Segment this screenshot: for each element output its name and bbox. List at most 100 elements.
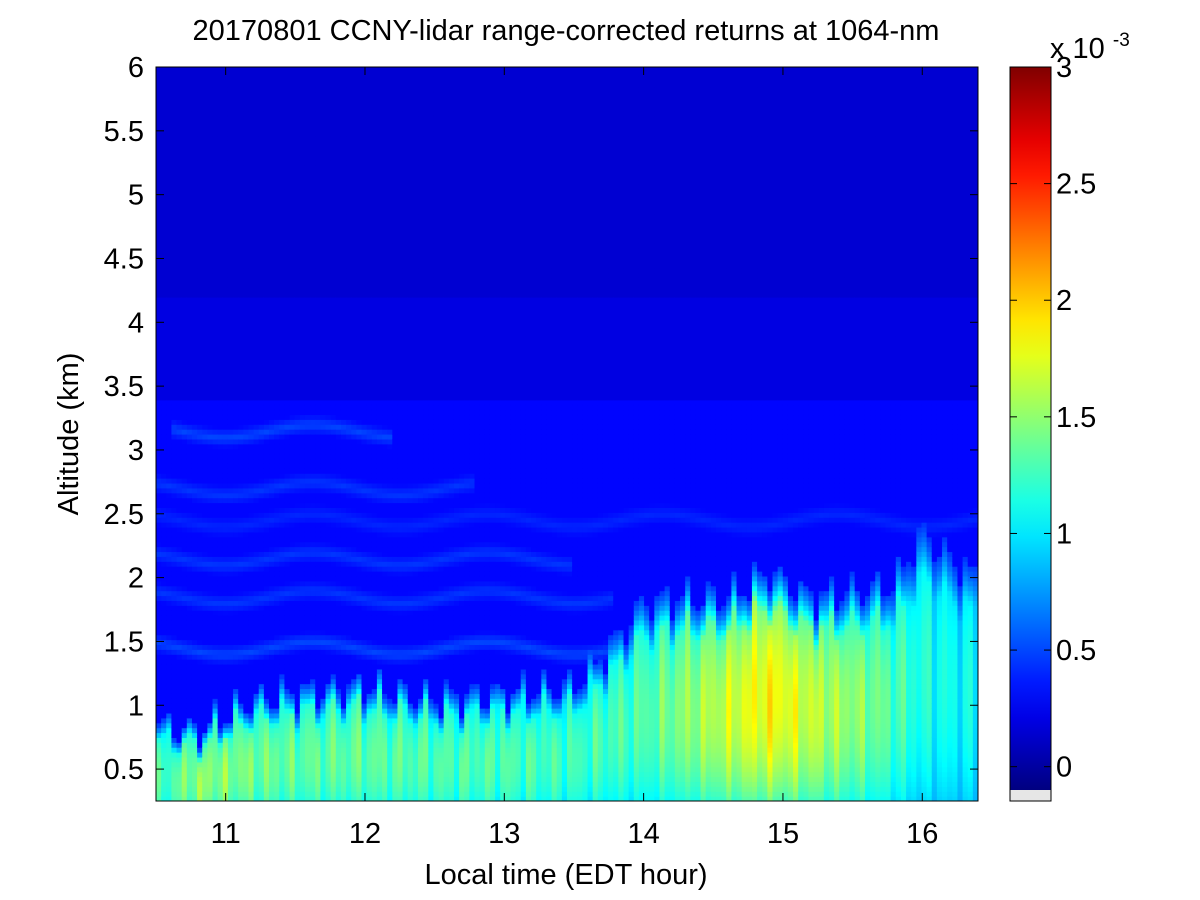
heatmap-cell [299, 463, 306, 469]
heatmap-cell [294, 663, 301, 670]
heatmap-cell [233, 316, 239, 323]
heatmap-cell [181, 683, 188, 690]
heatmap-cell [304, 531, 311, 538]
heatmap-cell [186, 712, 193, 719]
heatmap-cell [171, 350, 178, 357]
heatmap-cell [217, 659, 224, 665]
heatmap-cell [284, 238, 291, 244]
heatmap-cell [181, 223, 188, 230]
heatmap-cell [197, 150, 203, 156]
heatmap-cell [315, 204, 321, 210]
heatmap-cell [166, 81, 173, 88]
heatmap-cell [289, 708, 296, 714]
heatmap-cell [191, 438, 198, 445]
heatmap-cell [176, 663, 183, 670]
heatmap-cell [310, 71, 316, 78]
heatmap-cell [202, 355, 208, 362]
heatmap-cell [299, 282, 306, 288]
heatmap-cell [191, 360, 198, 367]
heatmap-cell [320, 458, 327, 464]
heatmap-cell [197, 81, 203, 88]
heatmap-cell [166, 429, 173, 435]
heatmap-cell [191, 385, 198, 391]
heatmap-cell [161, 199, 167, 205]
heatmap-cell [320, 164, 327, 171]
heatmap-cell [289, 663, 296, 670]
heatmap-cell [212, 619, 219, 626]
heatmap-cell [161, 673, 167, 680]
heatmap-cell [233, 414, 239, 420]
heatmap-cell [222, 287, 229, 293]
heatmap-cell [191, 551, 198, 557]
heatmap-cell [248, 688, 255, 694]
heatmap-cell [299, 575, 306, 582]
heatmap-cell [320, 111, 327, 117]
heatmap-cell [243, 752, 250, 758]
heatmap-cell [258, 331, 265, 337]
heatmap-cell [156, 331, 162, 337]
heatmap-cell [176, 458, 183, 464]
heatmap-cell [181, 708, 188, 714]
heatmap-cell [171, 174, 178, 181]
heatmap-cell [243, 458, 250, 464]
heatmap-cell [207, 282, 214, 288]
heatmap-cell [171, 204, 178, 210]
heatmap-cell [238, 585, 244, 592]
heatmap-cell [156, 688, 162, 694]
heatmap-cell [156, 463, 162, 469]
heatmap-cell [186, 438, 193, 445]
heatmap-cell [197, 71, 203, 78]
heatmap-cell [320, 243, 327, 249]
heatmap-cell [217, 306, 224, 313]
heatmap-cell [191, 522, 198, 528]
heatmap-cell [166, 199, 173, 205]
heatmap-cell [294, 370, 301, 376]
heatmap-cell [253, 673, 260, 680]
heatmap-cell [233, 605, 239, 611]
heatmap-cell [227, 448, 234, 455]
heatmap-cell [304, 644, 311, 650]
heatmap-cell [315, 243, 321, 249]
heatmap-cell [171, 497, 178, 504]
heatmap-cell [217, 585, 224, 592]
heatmap-cell [315, 683, 321, 690]
heatmap-cell [253, 482, 260, 489]
heatmap-cell [294, 522, 301, 528]
heatmap-cell [161, 243, 167, 249]
heatmap-cell [207, 130, 214, 137]
heatmap-cell [186, 223, 193, 230]
heatmap-cell [171, 287, 178, 293]
heatmap-cell [176, 159, 183, 166]
heatmap-cell [191, 140, 198, 146]
heatmap-cell [166, 639, 173, 646]
heatmap-cell [166, 67, 173, 73]
heatmap-cell [315, 355, 321, 362]
heatmap-cell [191, 756, 198, 763]
heatmap-cell [191, 502, 198, 508]
heatmap-cell [315, 140, 321, 146]
heatmap-cell [253, 429, 260, 435]
heatmap-cell [315, 644, 321, 650]
heatmap-cell [258, 796, 265, 801]
heatmap-cell [284, 316, 291, 323]
heatmap-cell [304, 150, 311, 156]
heatmap-cell [263, 747, 270, 753]
heatmap-cell [299, 453, 306, 460]
heatmap-cell [191, 267, 198, 274]
heatmap-cell [263, 517, 270, 523]
heatmap-cell [212, 145, 219, 151]
heatmap-cell [171, 712, 178, 719]
heatmap-cell [171, 487, 178, 494]
heatmap-cell [238, 350, 244, 357]
heatmap-cell [304, 482, 311, 489]
heatmap-cell [269, 331, 275, 337]
heatmap-cell [284, 541, 291, 548]
heatmap-cell [284, 712, 291, 719]
heatmap-cell [227, 282, 234, 288]
heatmap-cell [186, 482, 193, 489]
heatmap-cell [310, 634, 316, 641]
heatmap-cell [299, 204, 306, 210]
heatmap-cell [289, 536, 296, 543]
heatmap-cell [238, 111, 244, 117]
heatmap-cell [197, 615, 203, 621]
